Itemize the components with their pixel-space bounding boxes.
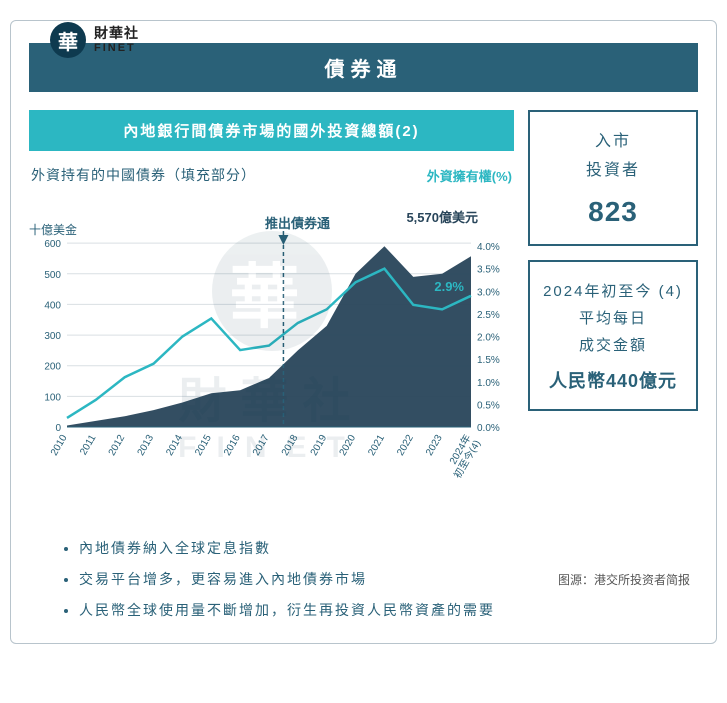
svg-text:2.5%: 2.5%: [477, 310, 500, 321]
chart-svg: 0 100 200 300 400 500 600 0.0% 0.5% 1.0% 1.5% 2.0% 2…: [29, 193, 509, 503]
svg-text:4.0%: 4.0%: [477, 242, 500, 253]
legend-line: 外資擁有權(%): [427, 166, 512, 185]
callout-pct: 2.9%: [434, 279, 464, 294]
main-card: 債券通 內地銀行間債券市場的國外投資總額(2) 外資持有的中國債券（填充部分） …: [10, 20, 717, 644]
stat2-line1: 2024年初至今 (4): [538, 278, 688, 305]
svg-text:2017: 2017: [251, 433, 272, 458]
stat1-line2: 投資者: [538, 157, 688, 186]
svg-text:2019: 2019: [309, 433, 330, 458]
logo-badge: 華: [50, 22, 86, 58]
svg-text:3.0%: 3.0%: [477, 287, 500, 298]
bullet-item: 內地債券納入全球定息指數: [79, 533, 538, 564]
source-text: 图源：港交所投资者简报: [558, 571, 698, 588]
y-left-label: 十億美金: [29, 221, 77, 238]
svg-text:2.0%: 2.0%: [477, 333, 500, 344]
svg-text:0: 0: [55, 423, 61, 434]
svg-text:2022: 2022: [395, 433, 416, 458]
svg-text:2021: 2021: [366, 433, 387, 458]
svg-text:1.0%: 1.0%: [477, 378, 500, 389]
bullet-list: 內地債券納入全球定息指數交易平台增多，更容易進入內地債券市場人民幣全球使用量不斷…: [29, 533, 538, 625]
svg-text:2015: 2015: [193, 433, 214, 458]
svg-text:100: 100: [44, 392, 61, 403]
stat2-line2: 平均每日: [538, 305, 688, 332]
brand-logo: 華 財華社 FINET: [50, 22, 139, 58]
svg-text:200: 200: [44, 362, 61, 373]
svg-text:2023: 2023: [424, 433, 445, 458]
svg-text:2010: 2010: [49, 433, 70, 458]
subtitle-bar: 內地銀行間債券市場的國外投資總額(2): [29, 110, 514, 151]
svg-text:600: 600: [44, 239, 61, 250]
svg-text:3.5%: 3.5%: [477, 265, 500, 276]
logo-en: FINET: [94, 42, 139, 54]
svg-text:2012: 2012: [107, 433, 128, 458]
bullet-item: 人民幣全球使用量不斷增加，衍生再投資人民幣資產的需要: [79, 595, 538, 626]
svg-text:2018: 2018: [280, 433, 301, 458]
stat1-value: 823: [538, 196, 688, 228]
legend-area: 外資持有的中國債券（填充部分）: [31, 165, 256, 185]
chart: 華 財華社 FINET 十億美金 推出債券通 5,570億美元 2.9% 010…: [29, 193, 514, 503]
svg-text:2013: 2013: [136, 433, 157, 458]
stat-investors: 入市 投資者 823: [528, 110, 698, 246]
svg-text:2016: 2016: [222, 433, 243, 458]
stat-turnover: 2024年初至今 (4) 平均每日 成交金額 人民幣440億元: [528, 260, 698, 411]
logo-cn: 財華社: [94, 26, 139, 41]
svg-text:2011: 2011: [78, 433, 98, 458]
svg-text:2024年初至今(4): 2024年初至今(4): [441, 432, 483, 481]
stat1-line1: 入市: [538, 128, 688, 157]
callout-value: 5,570億美元: [406, 207, 478, 226]
svg-text:2020: 2020: [338, 433, 359, 458]
event-label: 推出債券通: [265, 213, 330, 232]
stat2-line3: 成交金額: [538, 332, 688, 359]
stat2-value: 人民幣440億元: [538, 367, 688, 393]
svg-text:500: 500: [44, 270, 61, 281]
svg-text:400: 400: [44, 300, 61, 311]
svg-text:0.5%: 0.5%: [477, 400, 500, 411]
svg-text:0.0%: 0.0%: [477, 423, 500, 434]
svg-text:1.5%: 1.5%: [477, 355, 500, 366]
svg-text:300: 300: [44, 331, 61, 342]
bullet-item: 交易平台增多，更容易進入內地債券市場: [79, 564, 538, 595]
svg-text:2014: 2014: [164, 433, 185, 458]
